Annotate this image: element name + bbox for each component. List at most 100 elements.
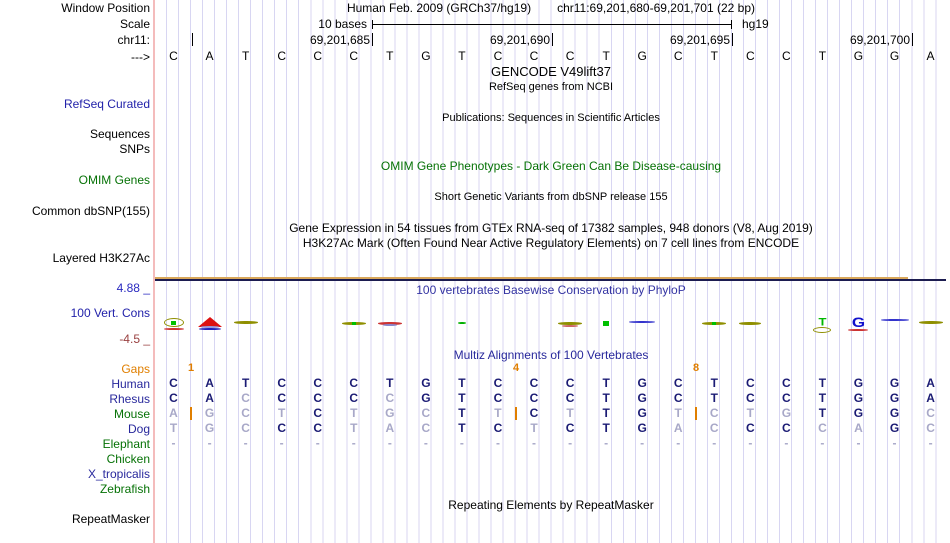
track-label-snps[interactable]: SNPs	[119, 142, 150, 156]
species-label-x-tropicalis[interactable]: X_tropicalis	[87, 467, 150, 481]
aln-base: C	[782, 376, 791, 390]
logo-shape	[163, 318, 184, 327]
aln-base: -	[459, 436, 464, 450]
logo-shape	[198, 328, 221, 330]
aln-base: T	[169, 421, 178, 435]
track-label-chr11[interactable]: chr11:	[117, 33, 150, 47]
logo-shape	[200, 326, 219, 328]
aln-base: T	[458, 406, 466, 420]
aln-base: T	[350, 406, 358, 420]
aln-base: T	[710, 376, 718, 390]
species-label-chicken[interactable]: Chicken	[106, 452, 150, 466]
ref-base: C	[565, 49, 575, 63]
ref-base: C	[313, 49, 323, 63]
track-label-refseq-curated[interactable]: RefSeq Curated	[63, 97, 150, 111]
scale-value: 10 bases	[318, 17, 367, 31]
ref-base: T	[458, 49, 466, 63]
species-label-dog[interactable]: Dog	[127, 422, 150, 436]
track-label-[interactable]: --->	[131, 50, 150, 64]
aln-base: G	[889, 376, 900, 390]
aln-base: G	[853, 376, 864, 390]
species-label-mouse[interactable]: Mouse	[113, 407, 150, 421]
conservation-track-border	[155, 279, 946, 281]
aln-base: -	[784, 436, 789, 450]
track-caption-repeating-elements-by-repeatma[interactable]: Repeating Elements by RepeatMasker	[448, 498, 654, 512]
track-label-4-88[interactable]: 4.88 _	[116, 281, 150, 295]
track-label-100-vert-cons[interactable]: 100 Vert. Cons	[70, 306, 150, 320]
logo-shape	[163, 328, 184, 330]
logo-shape	[171, 321, 177, 325]
ref-base: G	[421, 49, 431, 63]
aln-base: T	[710, 391, 718, 405]
aln-base: C	[313, 406, 323, 420]
track-caption-multiz-alignments-of-100-verte[interactable]: Multiz Alignments of 100 Vertebrates	[453, 348, 649, 362]
aln-base: T	[602, 391, 610, 405]
aln-base: C	[565, 421, 575, 435]
ruler-tick-label: 69,201,695	[669, 33, 730, 47]
track-caption-refseq-genes-from-ncbi[interactable]: RefSeq genes from NCBI	[488, 81, 614, 93]
aln-base: A	[385, 421, 395, 435]
left-boundary-line	[153, 0, 155, 543]
aln-base: T	[602, 376, 610, 390]
h3k27ac-baseline	[155, 277, 908, 279]
track-caption-gene-expression-in-54-tissues-[interactable]: Gene Expression in 54 tissues from GTEx …	[289, 221, 813, 235]
aln-base: C	[241, 421, 250, 435]
ruler-tick	[732, 33, 733, 46]
logo-shape	[739, 322, 762, 325]
ref-base: C	[169, 49, 178, 63]
aln-base: T	[386, 376, 394, 390]
aln-base: C	[313, 376, 323, 390]
scale-bar-left-tick	[372, 20, 373, 29]
aln-base: G	[781, 406, 792, 420]
aln-base: G	[889, 391, 900, 405]
aln-base: A	[854, 421, 863, 435]
gap-size-number: 4	[512, 362, 520, 374]
species-label-elephant[interactable]: Elephant	[102, 437, 150, 451]
logo-shape	[629, 321, 656, 323]
scale-bar-right-tick	[731, 20, 732, 29]
species-label-human[interactable]: Human	[111, 377, 150, 391]
ref-base: C	[782, 49, 791, 63]
aln-base: C	[709, 421, 719, 435]
track-label-gaps[interactable]: Gaps	[121, 362, 150, 376]
aln-base: G	[637, 391, 647, 405]
track-label-repeatmasker[interactable]: RepeatMasker	[71, 512, 150, 526]
aln-base: G	[421, 376, 431, 390]
aln-base: C	[493, 421, 503, 435]
grid-background	[155, 0, 946, 543]
aln-base: -	[279, 436, 284, 450]
track-caption-publications-sequences-in-scie[interactable]: Publications: Sequences in Scientific Ar…	[442, 112, 660, 124]
track-caption-omim-gene-phenotypes-dark-gree[interactable]: OMIM Gene Phenotypes - Dark Green Can Be…	[380, 159, 722, 173]
species-label-zebrafish[interactable]: Zebrafish	[99, 482, 150, 496]
track-label-omim-genes[interactable]: OMIM Genes	[78, 173, 150, 187]
aln-base: C	[709, 406, 719, 420]
track-caption-h3k27ac-mark-often-found-near-[interactable]: H3K27Ac Mark (Often Found Near Active Re…	[302, 236, 800, 250]
logo-shape	[918, 321, 943, 324]
aln-base: T	[818, 376, 827, 390]
logo-shape	[351, 322, 356, 325]
logo-shape	[233, 321, 258, 324]
track-caption-100-vertebrates-basewise-conse[interactable]: 100 vertebrates Basewise Conservation by…	[416, 283, 686, 297]
track-caption-short-genetic-variants-from-db[interactable]: Short Genetic Variants from dbSNP releas…	[434, 191, 668, 203]
aln-base: C	[745, 376, 755, 390]
track-label-4-5[interactable]: -4.5 _	[119, 332, 150, 346]
track-label-scale[interactable]: Scale	[119, 17, 150, 31]
aln-base: G	[421, 391, 431, 405]
aln-base: T	[458, 421, 466, 435]
track-label-sequences[interactable]: Sequences	[89, 127, 150, 141]
aln-base: T	[818, 391, 827, 405]
track-label-window-position[interactable]: Window Position	[61, 1, 150, 15]
track-label-layered-h3k27ac[interactable]: Layered H3K27Ac	[52, 251, 150, 265]
track-caption-gencode-v49lift37[interactable]: GENCODE V49lift37	[491, 64, 611, 79]
ref-base: C	[673, 49, 683, 63]
aln-base: -	[207, 436, 212, 450]
gap-size-number: 8	[692, 362, 700, 374]
track-label-common-dbsnp-155[interactable]: Common dbSNP(155)	[31, 204, 150, 218]
aln-base: C	[673, 376, 683, 390]
aln-base: C	[277, 376, 286, 390]
aln-base: A	[673, 421, 683, 435]
ref-base: T	[710, 49, 718, 63]
species-label-rhesus[interactable]: Rhesus	[109, 392, 150, 406]
aln-base: -	[856, 436, 861, 450]
